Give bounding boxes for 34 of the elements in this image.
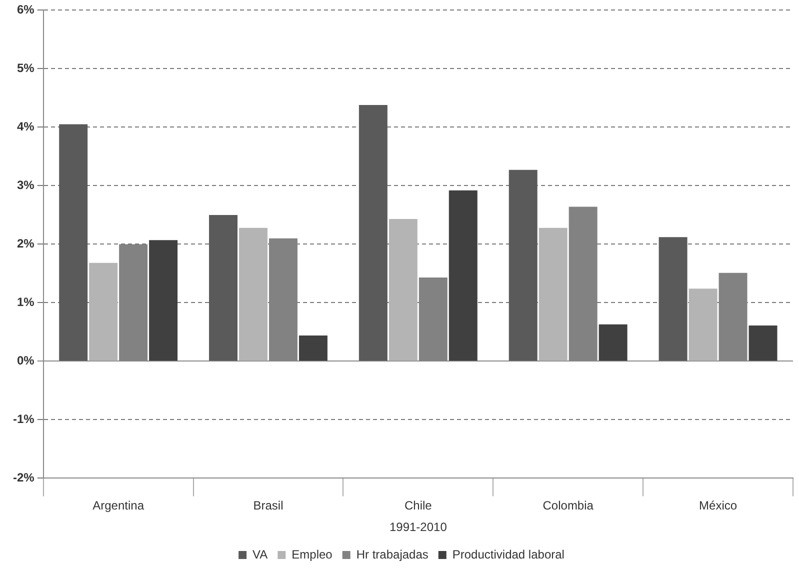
x-tick-label: Chile: [404, 498, 432, 513]
y-tick-label: -1%: [12, 412, 35, 426]
y-tick-label: 6%: [16, 2, 35, 17]
legend-label: Empleo: [292, 547, 333, 562]
y-tick-label: 3%: [16, 178, 35, 192]
y-tick-label: 4%: [16, 120, 35, 134]
bar: [538, 228, 568, 361]
bar: [89, 262, 118, 361]
y-tick-label: 2%: [16, 236, 35, 251]
y-tick-label: 1%: [16, 295, 35, 310]
bar: [149, 240, 178, 361]
x-tick-label: Brasil: [253, 498, 284, 513]
bar: [298, 335, 328, 361]
bar: [358, 104, 388, 361]
bar: [688, 288, 718, 361]
bar: [448, 190, 478, 361]
x-tick-label: México: [699, 498, 738, 513]
bar: [508, 170, 538, 361]
legend-label: Productividad laboral: [452, 547, 564, 562]
x-axis-title: 1991-2010: [389, 520, 448, 534]
x-tick-label: Argentina: [92, 498, 144, 513]
legend-label: Hr trabajadas: [356, 547, 428, 562]
bar: [598, 324, 628, 361]
bar: [388, 219, 418, 361]
y-tick-label: -2%: [12, 470, 35, 485]
bar: [59, 124, 88, 361]
bar: [658, 237, 688, 361]
bar: [209, 214, 238, 361]
y-tick-label: 0%: [16, 354, 35, 368]
bar: [239, 228, 268, 361]
x-tick-label: Colombia: [542, 498, 594, 513]
legend-label: VA: [252, 547, 268, 562]
y-tick-label: 5%: [16, 61, 35, 76]
bar: [748, 326, 778, 361]
